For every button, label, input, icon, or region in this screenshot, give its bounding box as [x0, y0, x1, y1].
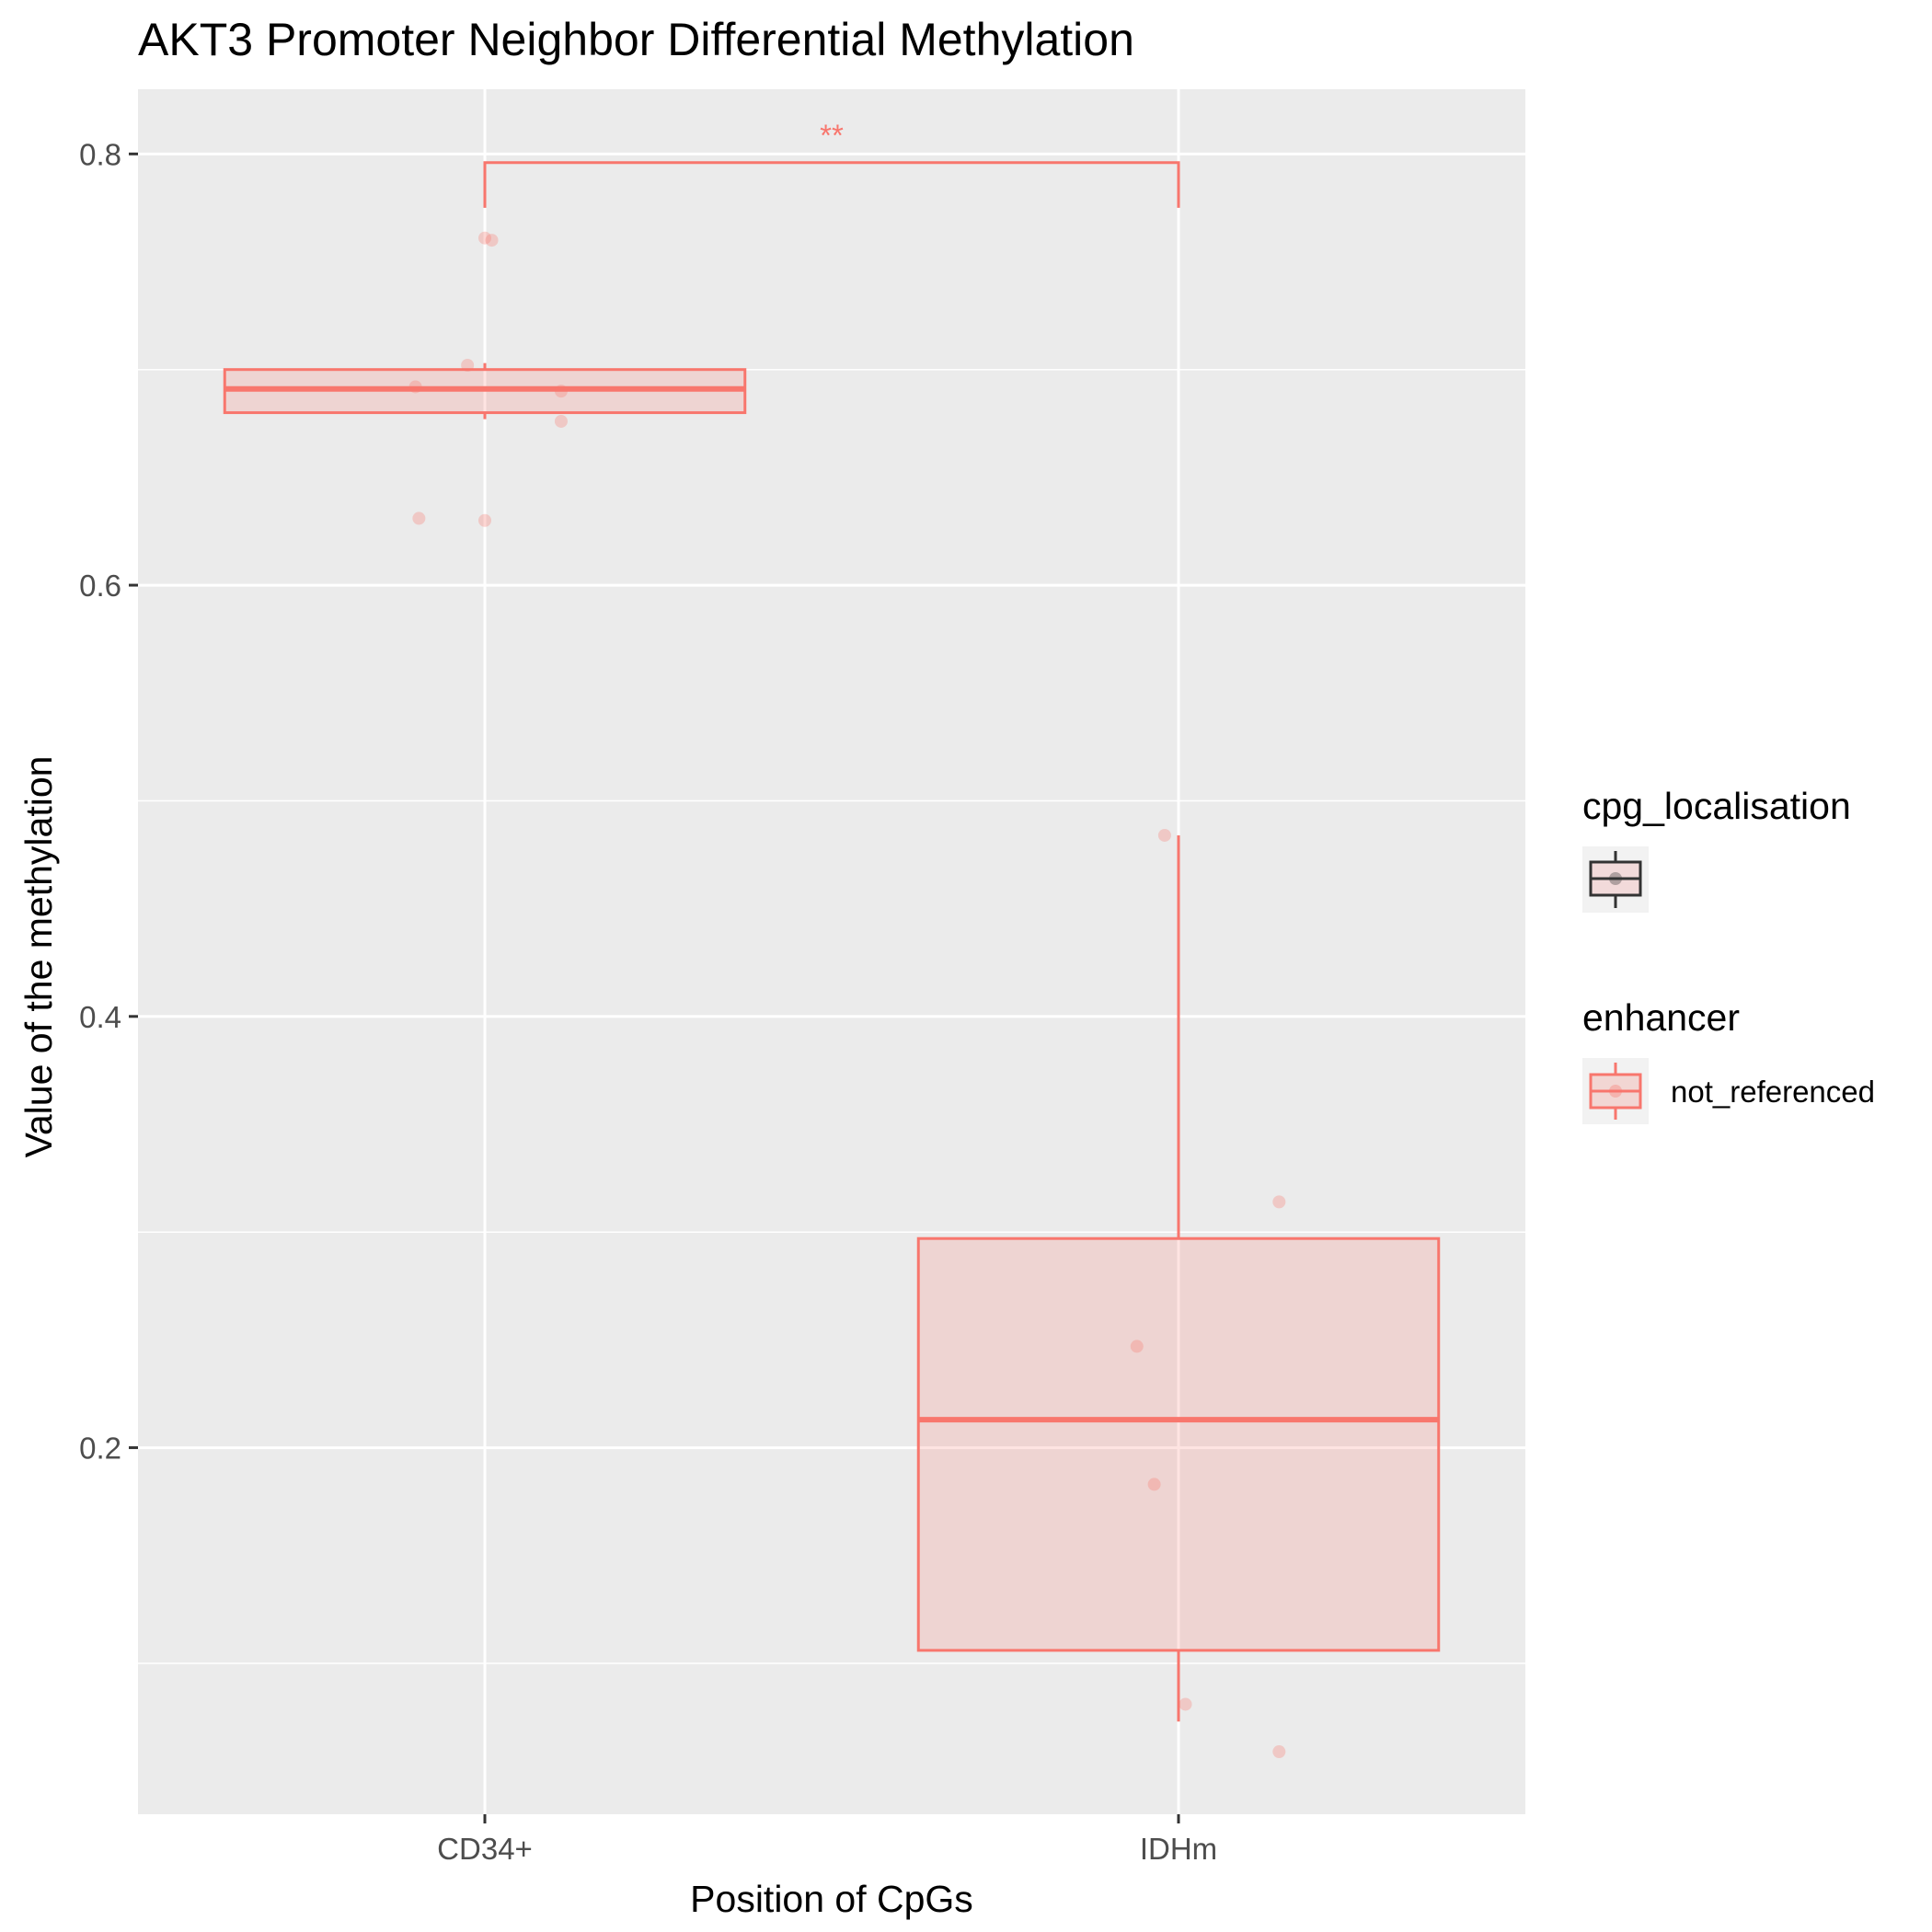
x-tick-label: IDHm — [1140, 1832, 1217, 1866]
data-point — [554, 385, 568, 398]
data-point — [412, 512, 426, 525]
legend-key-point — [1609, 872, 1622, 885]
data-point — [408, 380, 422, 394]
data-point — [554, 414, 568, 428]
plot-panel — [138, 89, 1525, 1814]
data-point — [1272, 1195, 1286, 1209]
data-points — [408, 231, 1286, 1759]
legend-enhancer: enhancer not_referenced — [1582, 996, 1875, 1124]
data-point — [461, 359, 475, 372]
y-tick-label: 0.4 — [79, 1000, 121, 1034]
y-tick-label: 0.8 — [79, 137, 121, 171]
legend-title-cpg-localisation: cpg_localisation — [1582, 785, 1851, 827]
data-point — [1179, 1697, 1192, 1711]
significance-bracket: ** — [483, 119, 1180, 208]
axes: 0.2 0.4 0.6 0.8 CD34+ IDHm — [79, 137, 1217, 1866]
data-point — [478, 513, 491, 527]
data-point — [1147, 1478, 1161, 1491]
data-point — [478, 231, 491, 245]
y-axis-title: Value of the methylation — [17, 756, 60, 1158]
x-axis-title: Position of CpGs — [690, 1878, 973, 1920]
boxes — [223, 362, 1441, 1722]
legend-cpg-localisation: cpg_localisation — [1582, 785, 1851, 913]
legend-key-point — [1609, 1085, 1622, 1098]
chart-title: AKT3 Promoter Neighbor Differential Meth… — [138, 14, 1134, 65]
x-tick-label: CD34+ — [437, 1832, 533, 1866]
legend-label-not-referenced: not_referenced — [1671, 1075, 1875, 1109]
data-point — [485, 234, 499, 247]
legend-title-enhancer: enhancer — [1582, 996, 1740, 1039]
y-tick-label: 0.6 — [79, 569, 121, 603]
data-point — [1272, 1745, 1286, 1759]
significance-label: ** — [820, 119, 844, 153]
significance-bracket-line — [483, 161, 1180, 208]
box — [916, 1236, 1441, 1652]
data-point — [1130, 1340, 1144, 1353]
data-point — [1157, 828, 1171, 842]
y-tick-label: 0.2 — [79, 1432, 121, 1466]
